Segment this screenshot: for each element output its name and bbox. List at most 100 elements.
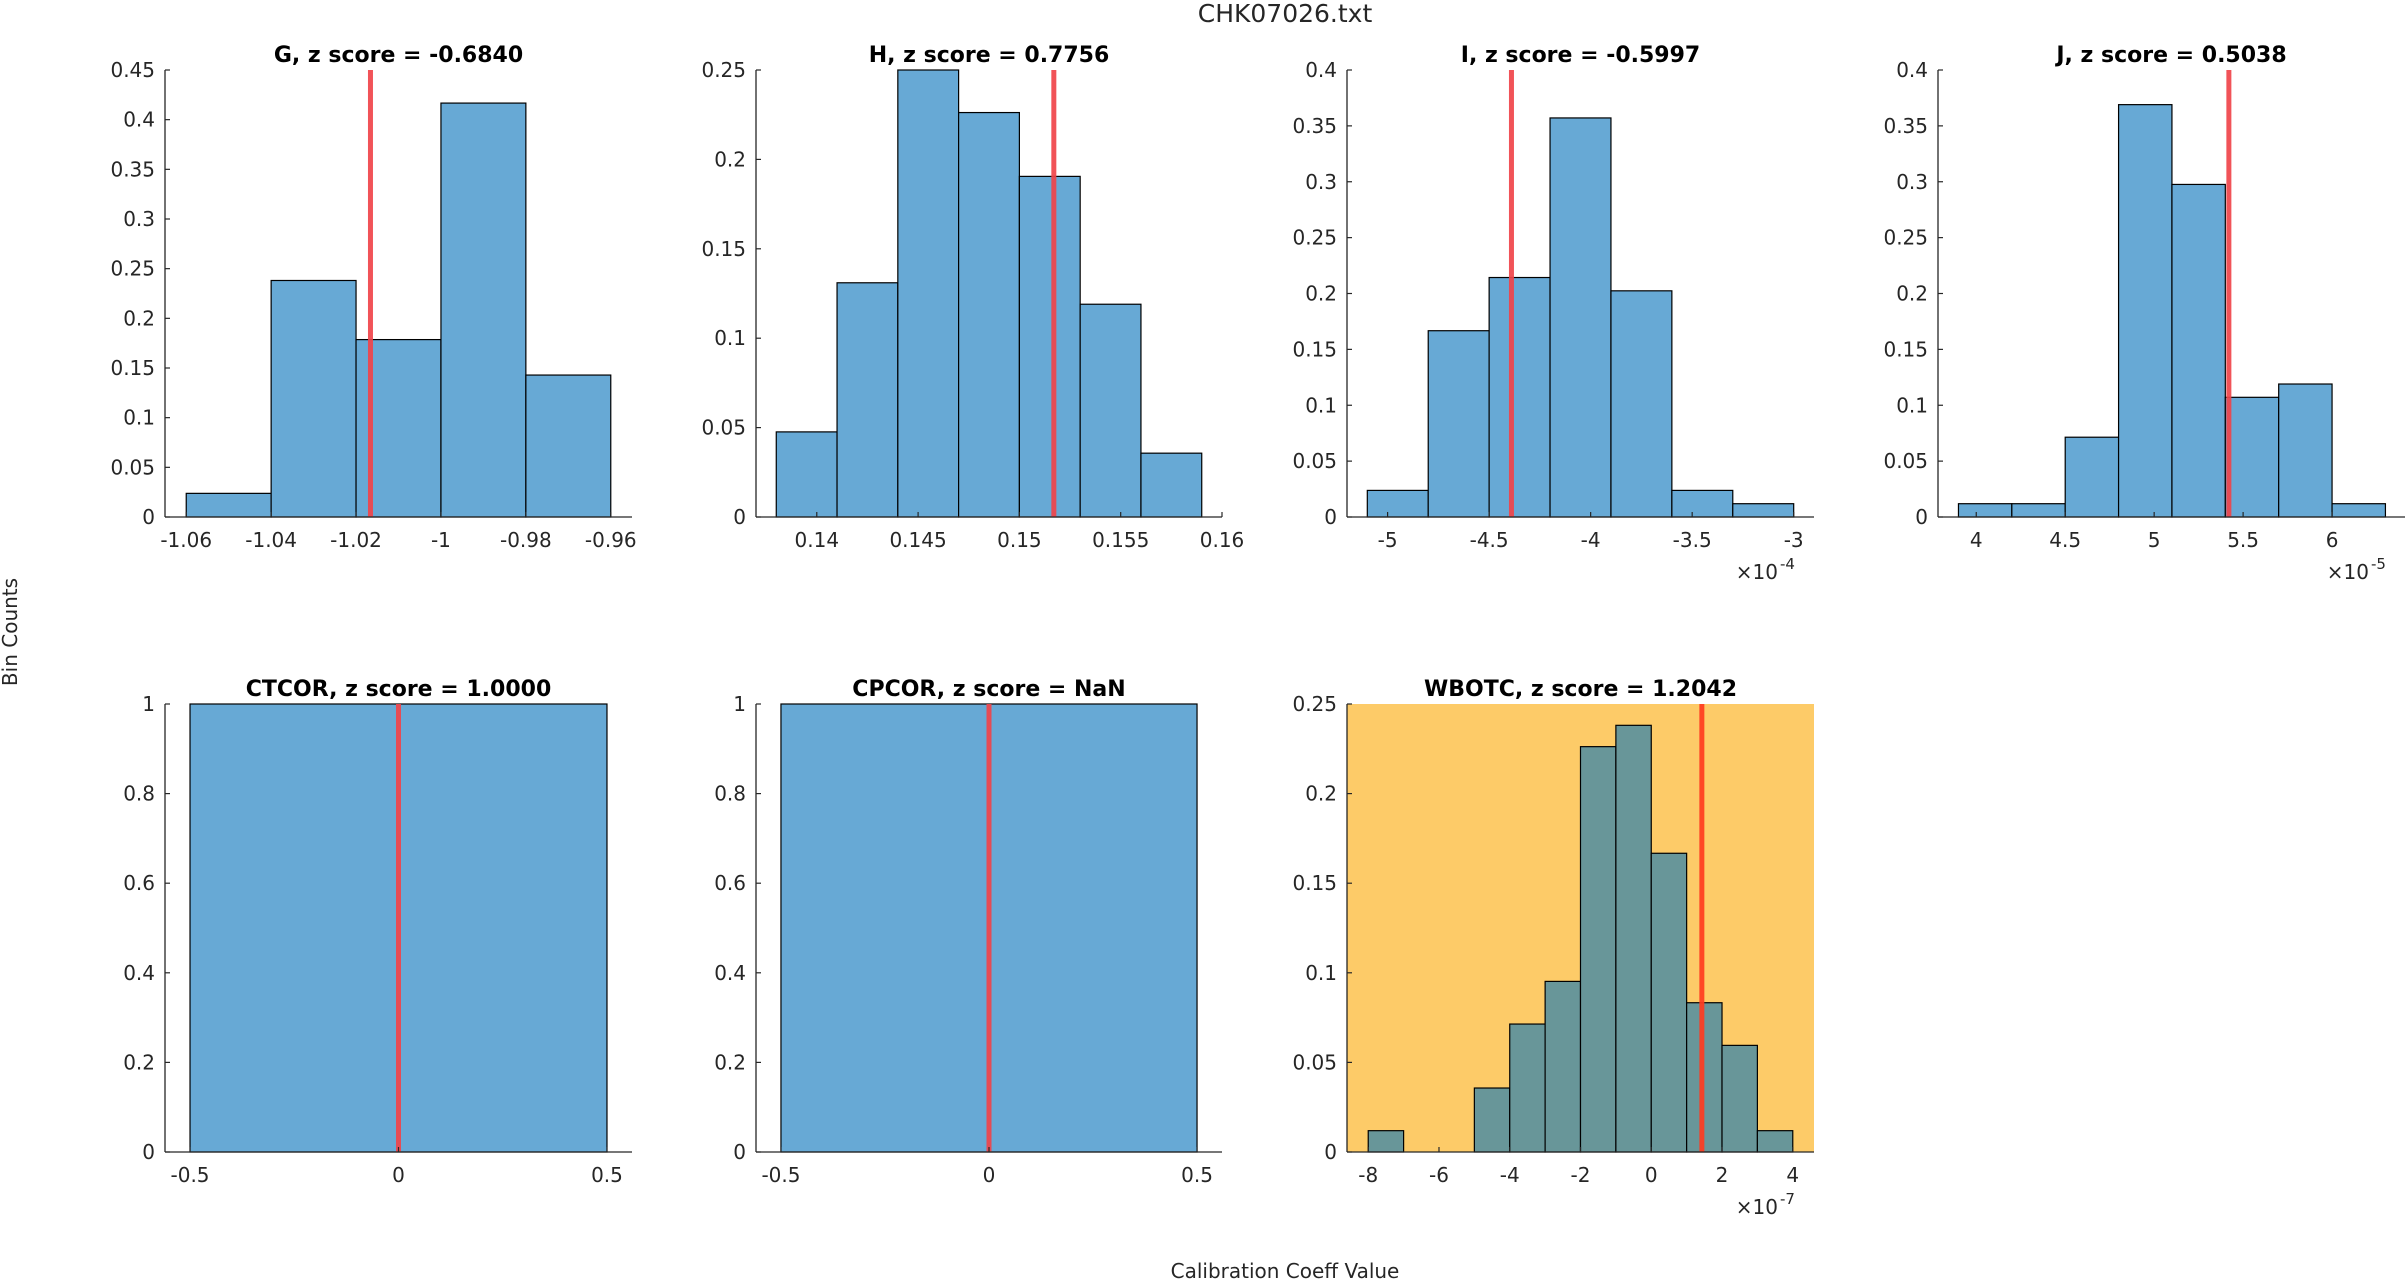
y-tick-label: 0.05: [701, 416, 746, 440]
panel-cpcor: 0 0.2 0.4 0.6 0.8 1 -0.5 0 0.5 CPCOR, z score = N…: [714, 677, 1222, 1187]
x-tick-label: 0.155: [1092, 528, 1149, 552]
histogram-bar: [1650, 852, 1688, 1153]
x-tick-label: -3: [1784, 528, 1804, 552]
y-tick-label: 0.2: [1896, 282, 1928, 306]
panels: 0 0.05 0.1 0.15 0.2 0.25 0.3 0.35 0.4 0.4 5 -1.06 -1…: [110, 43, 2405, 1219]
panel-wbotc: 0 0.05 0.1 0.15 0.2 0.25 -8 -6 -4 -2 0 2 4 ×10 -7 WBOTC…: [1292, 677, 1814, 1219]
histogram-bar: [1018, 175, 1081, 518]
y-tick-label: 0.25: [1292, 226, 1337, 250]
panel-title: G, z score = -0.6840: [274, 43, 523, 68]
x-tick-label: 4.5: [2049, 528, 2081, 552]
panel-ctcor: 0 0.2 0.4 0.6 0.8 1 -0.5 0 0.5 CTCOR, z score = 1…: [123, 677, 632, 1187]
histogram-bar: [897, 69, 960, 518]
y-tick-label: 0.05: [1292, 1050, 1337, 1074]
y-tick-label: 0.1: [123, 406, 155, 430]
histogram-bar: [185, 492, 272, 518]
x-tick-label: -1.06: [160, 528, 212, 552]
x-exponent-label: ×10: [1736, 560, 1778, 584]
histogram-bar: [1615, 724, 1652, 1153]
histogram-bar: [525, 374, 612, 518]
x-exponent-power: -5: [2371, 555, 2386, 573]
y-tick-label: 0.4: [123, 108, 155, 132]
y-tick-label: 0: [1324, 1140, 1337, 1164]
panel-title: CPCOR, z score = NaN: [852, 677, 1125, 702]
x-tick-label: -0.98: [500, 528, 552, 552]
y-tick-label: 0.4: [1896, 58, 1928, 82]
y-tick-label: 0.2: [123, 1050, 155, 1074]
y-tick-label: 0.15: [1292, 337, 1337, 361]
y-tick-label: 0.05: [1292, 449, 1337, 473]
y-tick-label: 1: [733, 692, 746, 716]
y-tick-label: 0.3: [123, 207, 155, 231]
figure-xlabel: Calibration Coeff Value: [1171, 1259, 1400, 1281]
x-tick-label: 0: [983, 1163, 996, 1187]
x-exponent-power: -4: [1780, 555, 1795, 573]
y-tick-label: 0.1: [1305, 393, 1337, 417]
histogram-bar: [958, 111, 1020, 518]
panel-title: I, z score = -0.5997: [1461, 43, 1700, 68]
y-tick-label: 0.2: [1305, 282, 1337, 306]
panel-g: 0 0.05 0.1 0.15 0.2 0.25 0.3 0.35 0.4 0.45 -1.06 -1…: [110, 43, 636, 552]
x-tick-label: 4: [1970, 528, 1983, 552]
x-tick-label: 0.145: [889, 528, 946, 552]
y-tick-label: 0.6: [714, 871, 746, 895]
figure-title: CHK07026.txt: [1198, 0, 1373, 28]
x-tick-label: 0.5: [591, 1163, 623, 1187]
histogram-bar: [1427, 330, 1490, 518]
x-tick-label: 5: [2148, 528, 2161, 552]
y-tick-label: 0.2: [714, 1050, 746, 1074]
histogram-bar: [1549, 117, 1612, 518]
histogram-bar: [1473, 1087, 1511, 1153]
y-tick-label: 0.1: [1896, 393, 1928, 417]
panel-title: J, z score = 0.5038: [2054, 43, 2286, 68]
histogram-bar: [1544, 980, 1582, 1153]
x-exponent-label: ×10: [2327, 560, 2369, 584]
histogram-bar: [1721, 1044, 1758, 1153]
x-tick-label: -6: [1429, 1163, 1449, 1187]
y-tick-label: 0.25: [701, 58, 746, 82]
x-tick-label: -1: [431, 528, 451, 552]
x-exponent-label: ×10: [1736, 1195, 1778, 1219]
histogram-bar: [2011, 503, 2066, 518]
y-tick-label: 0.2: [714, 147, 746, 171]
x-tick-label: -3.5: [1673, 528, 1712, 552]
figure-ylabel: Bin Counts: [0, 578, 22, 686]
histogram-bar: [1957, 503, 2013, 518]
y-tick-label: 0.35: [110, 157, 155, 181]
y-tick-label: 0.6: [123, 871, 155, 895]
x-tick-label: -0.96: [585, 528, 637, 552]
y-tick-label: 0.35: [1292, 114, 1337, 138]
y-tick-label: 0: [733, 1140, 746, 1164]
y-tick-label: 0.2: [123, 306, 155, 330]
histogram-bar: [1671, 489, 1734, 518]
x-tick-label: 0.16: [1200, 528, 1245, 552]
histogram-bar: [2224, 396, 2280, 518]
y-tick-label: 0.25: [110, 257, 155, 281]
histogram-bar: [1367, 1130, 1405, 1153]
x-tick-label: -4: [1500, 1163, 1520, 1187]
x-tick-label: -0.5: [171, 1163, 210, 1187]
histogram-bar: [2064, 436, 2120, 518]
histogram-bar: [1509, 1023, 1546, 1153]
x-tick-label: 0.15: [997, 528, 1042, 552]
panel-j: 0 0.05 0.1 0.15 0.2 0.25 0.3 0.35 0.4 4 4.5 5 5.5 6 ×1…: [1883, 43, 2405, 584]
y-tick-label: 0.1: [714, 326, 746, 350]
panel-title: WBOTC, z score = 1.2042: [1424, 677, 1737, 702]
histogram-bar: [440, 102, 527, 518]
histogram-bar: [270, 279, 357, 518]
y-tick-label: 0.15: [701, 237, 746, 261]
x-tick-label: 4: [1786, 1163, 1799, 1187]
histogram-bar: [2278, 383, 2333, 518]
histogram-bar: [1488, 276, 1551, 518]
panel-title: CTCOR, z score = 1.0000: [246, 677, 552, 702]
x-tick-label: 0.5: [1181, 1163, 1213, 1187]
x-tick-label: 0.14: [795, 528, 840, 552]
histogram-bar: [1140, 452, 1203, 518]
y-tick-label: 0: [1324, 505, 1337, 529]
y-tick-label: 0.3: [1896, 170, 1928, 194]
y-tick-label: 0.15: [110, 356, 155, 380]
x-tick-label: -8: [1358, 1163, 1378, 1187]
y-tick-label: 1: [142, 692, 155, 716]
x-tick-label: -4: [1581, 528, 1601, 552]
